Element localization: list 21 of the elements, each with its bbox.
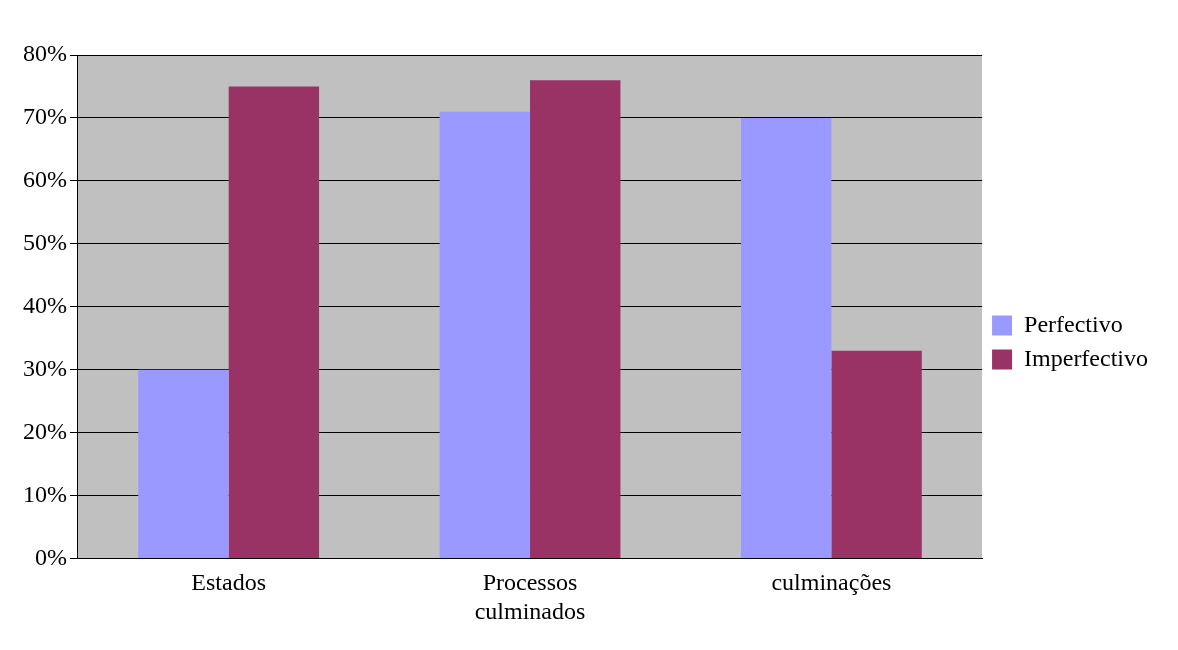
legend-label: Perfectivo bbox=[1024, 310, 1123, 337]
y-tick-label: 10% bbox=[22, 480, 67, 507]
category-label: culminações bbox=[771, 569, 892, 596]
bar bbox=[228, 86, 320, 558]
y-tick-label: 70% bbox=[22, 103, 67, 130]
y-tick-label: 60% bbox=[22, 166, 67, 193]
category-label: Processos bbox=[482, 569, 578, 596]
bar bbox=[439, 111, 531, 558]
category-label: Estados bbox=[191, 569, 267, 596]
y-tick-label: 40% bbox=[22, 292, 67, 318]
bar bbox=[831, 350, 922, 558]
legend-label: Imperfectivo bbox=[1024, 344, 1148, 371]
bar bbox=[138, 369, 229, 558]
y-tick-label: 80% bbox=[22, 40, 67, 67]
y-tick-label: 30% bbox=[22, 354, 67, 381]
bar bbox=[530, 80, 621, 558]
bar bbox=[740, 117, 832, 558]
y-tick-label: 20% bbox=[22, 417, 67, 444]
y-tick-label: 0% bbox=[34, 543, 67, 570]
y-tick-label: 50% bbox=[22, 229, 67, 256]
category-label: culminados bbox=[474, 597, 586, 624]
